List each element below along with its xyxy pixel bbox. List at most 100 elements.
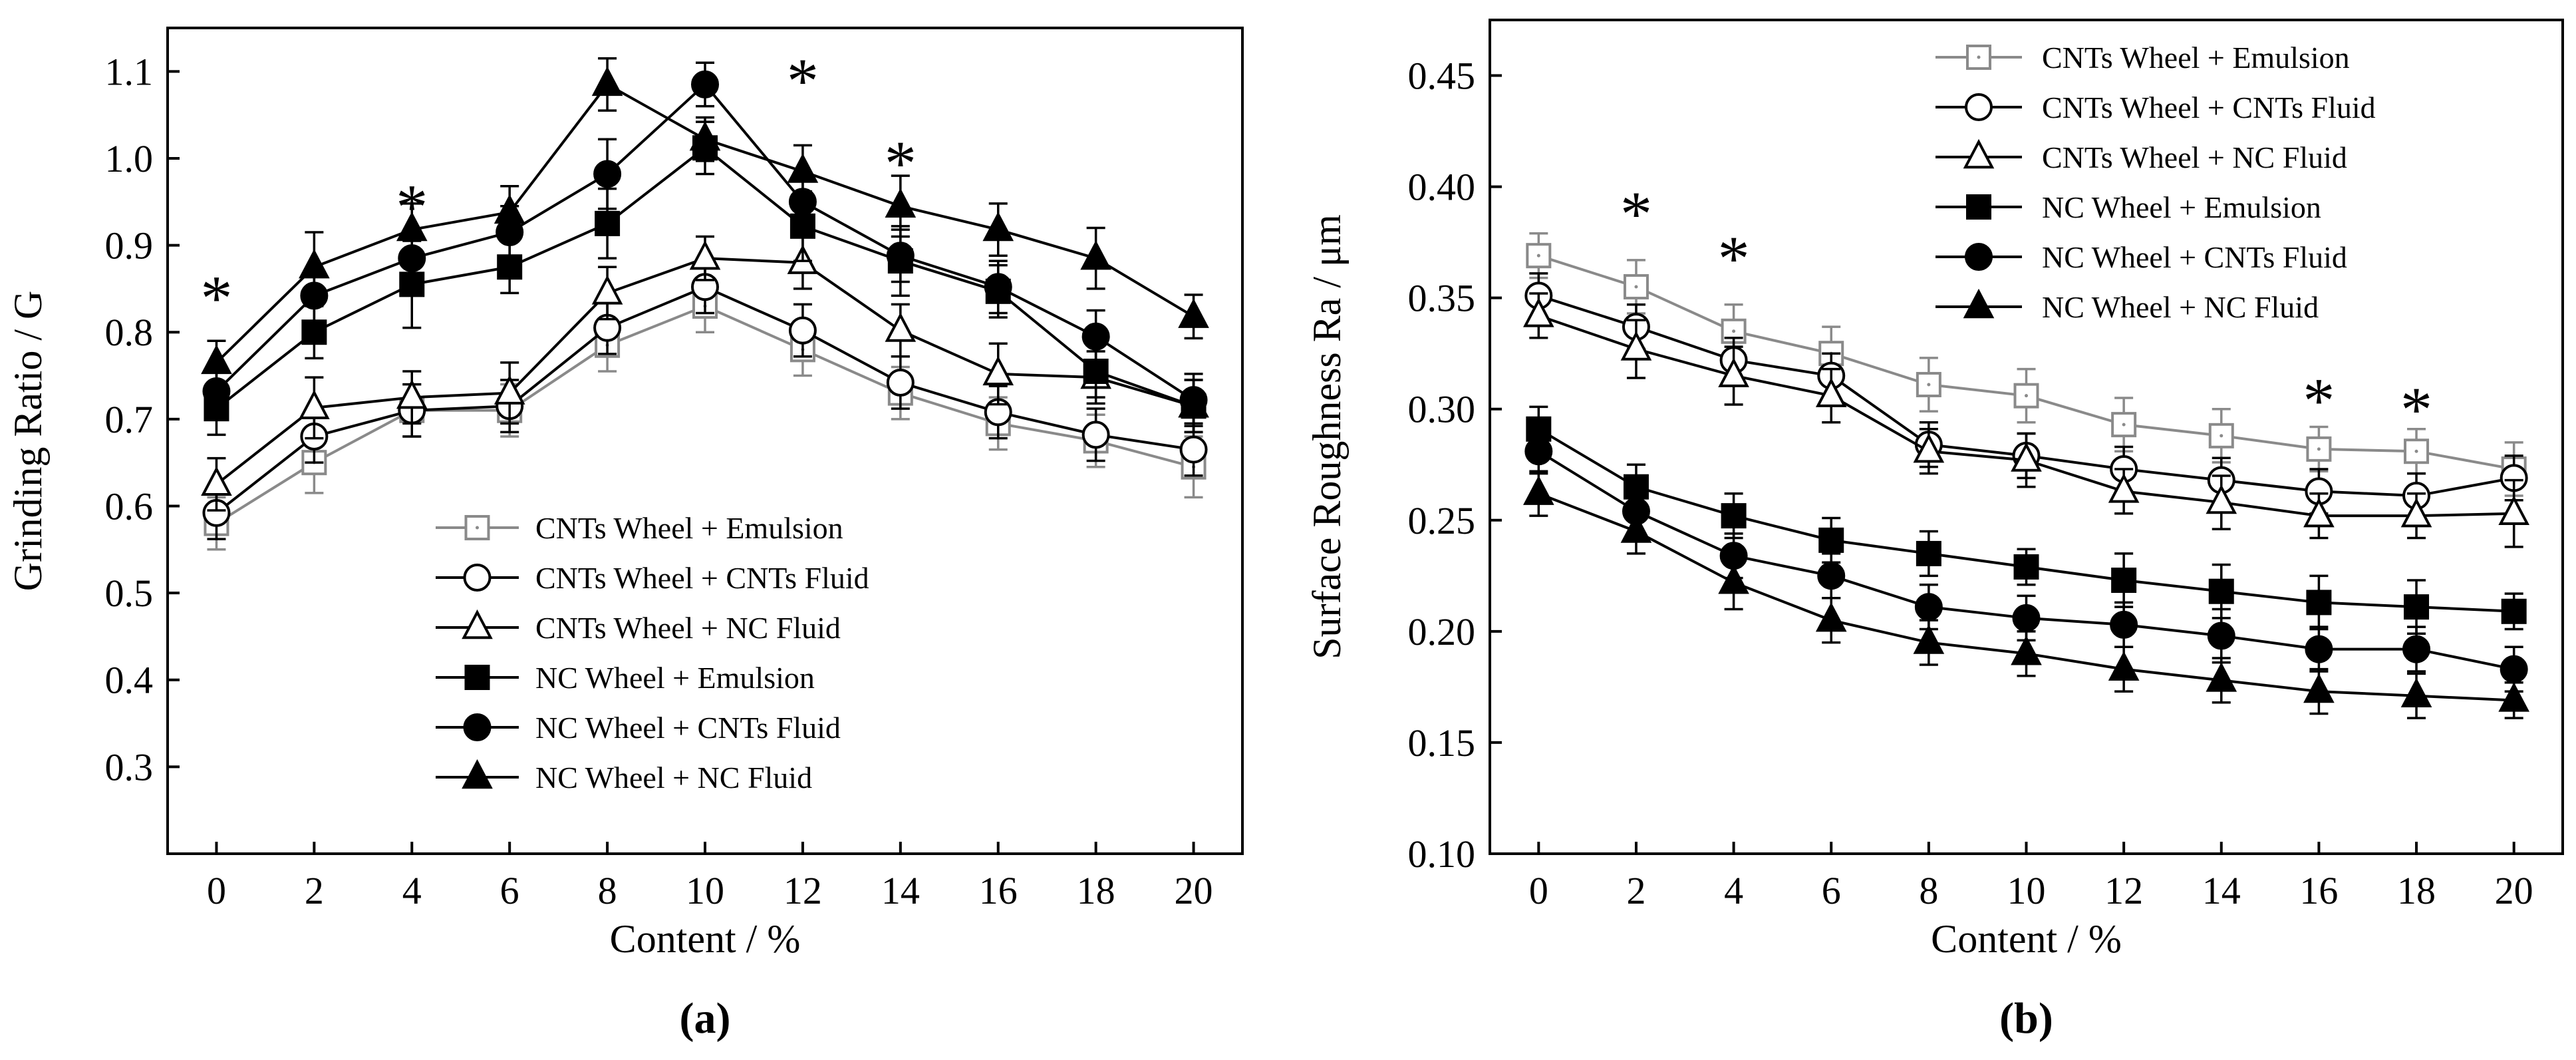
significance-mark: * [2400, 374, 2432, 445]
chart-panel-a: 0 2 4 6 8 10 12 14 16 18 20 0.3 0.4 0.5 0.6 0.7 0.8 0.9 1.… [6, 27, 1244, 1043]
x-tick-label: 10 [686, 869, 724, 912]
series-1 [202, 260, 1208, 540]
x-tick-label: 20 [2495, 869, 2533, 912]
data-point [2501, 598, 2527, 624]
data-point [2498, 682, 2529, 712]
data-point [591, 275, 623, 305]
data-point [2303, 673, 2335, 703]
data-point-center [2219, 434, 2223, 438]
data-point [787, 153, 819, 183]
x-tick-label: 10 [2007, 869, 2046, 912]
x-tick-label: 2 [305, 869, 324, 912]
x-tick-label: 8 [1919, 869, 1938, 912]
y-tick-label: 0.45 [1408, 55, 1476, 98]
data-point-center [1732, 329, 1736, 333]
legend-label: NC Wheel + CNTs Fluid [535, 711, 841, 745]
significance-mark: * [1620, 178, 1652, 250]
data-point [689, 121, 721, 151]
x-tick-label: 0 [1529, 869, 1548, 912]
series-4 [1524, 428, 2528, 693]
data-point [2011, 635, 2042, 665]
data-point [2306, 436, 2332, 462]
data-point [1721, 503, 1747, 529]
x-tick-label: 0 [207, 869, 226, 912]
data-point [1818, 527, 1844, 553]
data-point [2108, 473, 2140, 503]
data-point [1914, 593, 1943, 621]
legend-marker-center [476, 526, 479, 530]
legend-label: CNTs Wheel + NC Fluid [535, 611, 841, 645]
data-point [2011, 442, 2042, 472]
data-point-center [1634, 285, 1638, 289]
y-tick-label: 0.20 [1408, 610, 1476, 653]
x-tick-label: 18 [2397, 869, 2436, 912]
data-point [2400, 677, 2432, 707]
legend-label: CNTs Wheel + CNTs Fluid [535, 561, 869, 595]
data-point [691, 70, 719, 98]
y-tick-label: 0.40 [1408, 166, 1476, 209]
legend-item: NC Wheel + Emulsion [1935, 190, 2321, 224]
y-tick-label: 1.0 [105, 137, 154, 180]
legend-item: NC Wheel + CNTs Fluid [436, 711, 841, 745]
data-point [1524, 437, 1553, 466]
data-point [396, 379, 428, 409]
legend-label: NC Wheel + NC Fluid [535, 761, 812, 795]
significance-mark: * [885, 128, 917, 199]
data-point [2303, 498, 2335, 528]
legend-item: CNTs Wheel + CNTs Fluid [1935, 90, 2376, 124]
significance-mark: * [1718, 223, 1750, 294]
significance-mark: * [2303, 365, 2335, 437]
legend-marker-center [1977, 55, 1981, 59]
x-tick-label: 6 [500, 869, 519, 912]
legend-marker [1963, 288, 1995, 319]
y-tick-label: 1.1 [105, 50, 154, 93]
x-tick-label: 4 [1724, 869, 1743, 912]
y-axis-title: Surface Roughness Ra / μm [1305, 214, 1349, 659]
data-point [1081, 421, 1110, 449]
data-point [1080, 240, 1111, 270]
data-point-center [2317, 447, 2321, 451]
x-tick-label: 18 [1077, 869, 1115, 912]
data-point [2404, 594, 2430, 620]
data-point [1523, 297, 1554, 327]
legend-item: CNTs Wheel + CNTs Fluid [436, 561, 869, 595]
x-tick-label: 16 [2299, 869, 2338, 912]
legend-marker [463, 564, 492, 592]
series-0 [204, 279, 1207, 551]
y-tick-label: 0.7 [105, 398, 154, 441]
data-point [2208, 578, 2234, 604]
legend-item: NC Wheel + CNTs Fluid [1935, 240, 2347, 274]
legend-label: NC Wheel + Emulsion [535, 661, 815, 695]
data-point [1178, 298, 1209, 328]
legend-marker [464, 665, 490, 690]
data-point [2400, 498, 2432, 528]
data-point [396, 211, 428, 242]
x-tick-label: 12 [784, 869, 822, 912]
data-point [2206, 662, 2237, 692]
data-point [1913, 433, 1945, 463]
legend-marker [462, 609, 493, 639]
series-line [215, 304, 1195, 525]
data-point [2012, 604, 2041, 632]
legend-marker [463, 713, 492, 741]
y-tick-label: 0.15 [1408, 721, 1476, 765]
x-tick-label: 8 [598, 869, 617, 912]
data-point [2108, 651, 2140, 681]
series-2 [201, 235, 1209, 512]
x-tick-label: 6 [1822, 869, 1841, 912]
data-point [1179, 435, 1208, 464]
chart-panel-b: 0 2 4 6 8 10 12 14 16 18 20 0.10 0.15 0.20 0.25 0.30 0.3… [1305, 19, 2564, 1043]
data-point-center [1536, 254, 1540, 258]
y-tick-label: 0.25 [1408, 499, 1476, 542]
data-point [1916, 540, 1941, 566]
data-point [1913, 624, 1945, 654]
data-point [2306, 590, 2332, 616]
legend-label: NC Wheel + CNTs Fluid [2042, 240, 2347, 274]
data-point [494, 194, 525, 224]
data-point [1815, 377, 1847, 407]
data-point [689, 240, 721, 270]
x-axis-title: Content / % [1931, 917, 2122, 961]
y-axis-title: Grinding Ratio / G [6, 291, 50, 592]
y-tick-label: 0.30 [1408, 388, 1476, 431]
